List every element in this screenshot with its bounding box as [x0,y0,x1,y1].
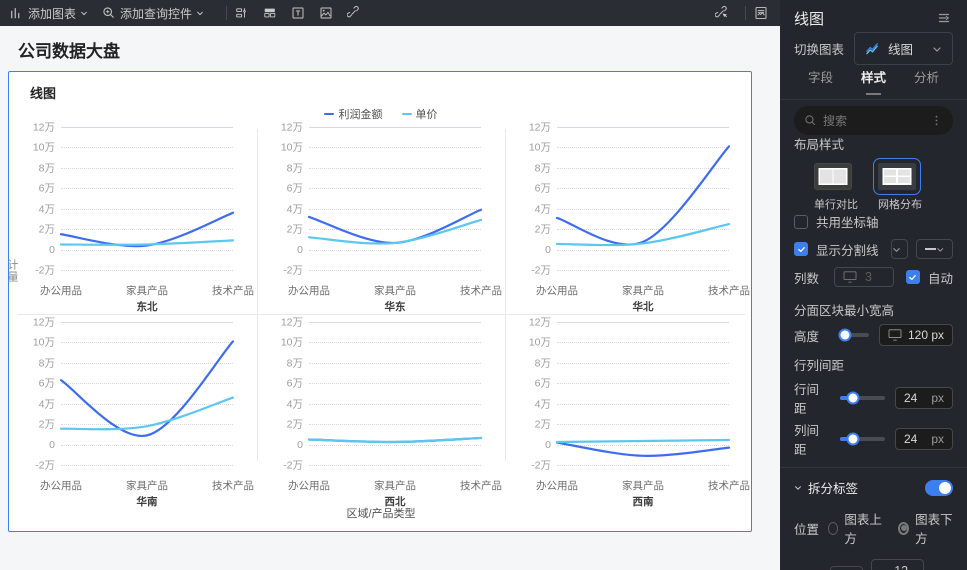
svg-text:T: T [296,11,301,18]
